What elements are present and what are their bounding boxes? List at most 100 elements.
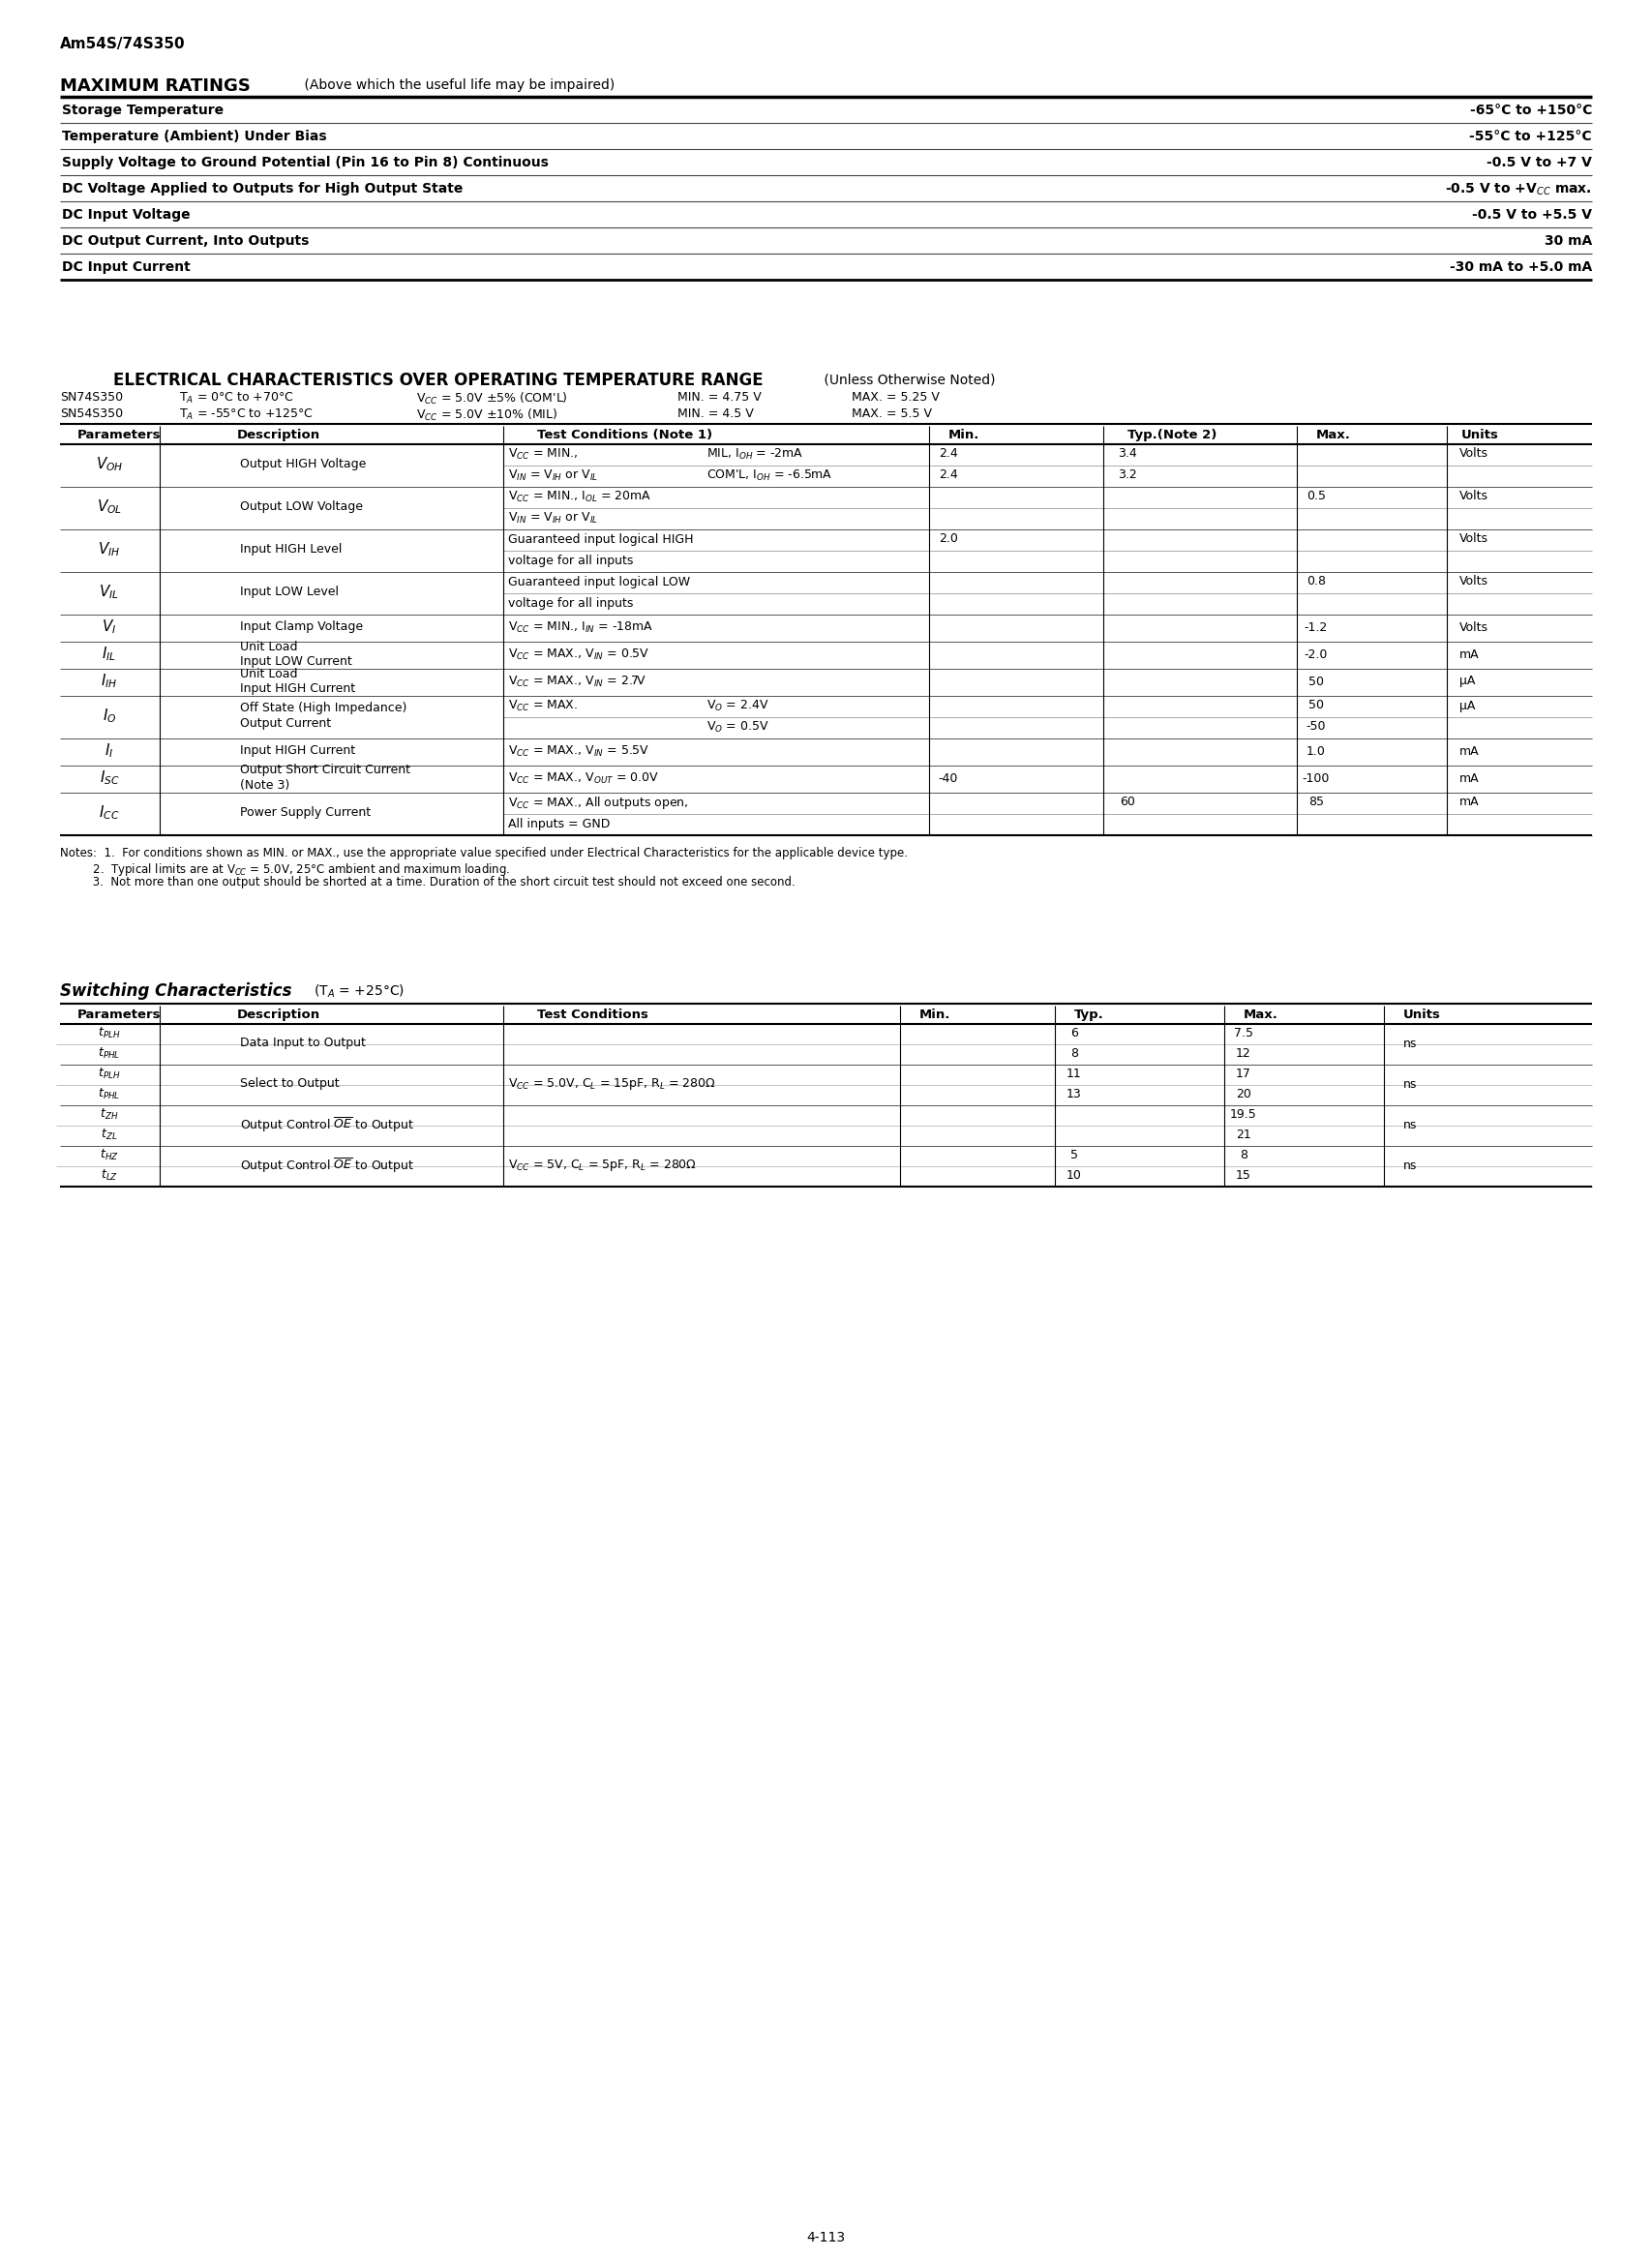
Text: Min.: Min. <box>948 429 980 440</box>
Text: Test Conditions (Note 1): Test Conditions (Note 1) <box>537 429 712 440</box>
Text: All inputs = GND: All inputs = GND <box>509 817 610 831</box>
Text: 3.4: 3.4 <box>1118 447 1137 461</box>
Text: 20: 20 <box>1236 1088 1251 1100</box>
Text: -2.0: -2.0 <box>1305 648 1328 662</box>
Text: 50: 50 <box>1308 675 1323 689</box>
Text: (Unless Otherwise Noted): (Unless Otherwise Noted) <box>819 373 996 386</box>
Text: -55°C to +125°C: -55°C to +125°C <box>1469 129 1593 142</box>
Text: V$_{IN}$ = V$_{IH}$ or V$_{IL}$: V$_{IN}$ = V$_{IH}$ or V$_{IL}$ <box>509 467 598 483</box>
Text: MAX. = 5.25 V: MAX. = 5.25 V <box>852 391 940 404</box>
Text: -30 mA to +5.0 mA: -30 mA to +5.0 mA <box>1449 260 1593 273</box>
Text: V$_{OH}$: V$_{OH}$ <box>96 456 124 474</box>
Text: I$_I$: I$_I$ <box>104 743 114 761</box>
Text: 50: 50 <box>1308 700 1323 711</box>
Text: 2.0: 2.0 <box>938 533 958 546</box>
Text: MIN. = 4.75 V: MIN. = 4.75 V <box>677 391 762 404</box>
Text: 3.2: 3.2 <box>1118 470 1137 481</box>
Text: Input LOW Current: Input LOW Current <box>240 655 352 668</box>
Text: 1.0: 1.0 <box>1307 745 1327 756</box>
Text: Output Control $\overline{OE}$ to Output: Output Control $\overline{OE}$ to Output <box>240 1115 415 1134</box>
Text: voltage for all inputs: voltage for all inputs <box>509 596 633 610</box>
Text: Max.: Max. <box>1317 429 1351 440</box>
Text: Output Short Circuit Current: Output Short Circuit Current <box>240 763 410 777</box>
Text: V$_{CC}$ = MAX.: V$_{CC}$ = MAX. <box>509 698 578 714</box>
Text: Volts: Volts <box>1459 576 1488 587</box>
Text: V$_{CC}$ = MAX., V$_{OUT}$ = 0.0V: V$_{CC}$ = MAX., V$_{OUT}$ = 0.0V <box>509 770 659 786</box>
Text: voltage for all inputs: voltage for all inputs <box>509 553 633 567</box>
Text: mA: mA <box>1459 797 1480 808</box>
Text: 2.4: 2.4 <box>938 470 958 481</box>
Text: Off State (High Impedance): Off State (High Impedance) <box>240 702 406 716</box>
Text: 4-113: 4-113 <box>806 2231 844 2244</box>
Text: (T$_A$ = +25°C): (T$_A$ = +25°C) <box>309 982 405 1000</box>
Text: 13: 13 <box>1067 1088 1082 1100</box>
Text: Volts: Volts <box>1459 533 1488 546</box>
Text: V$_{IN}$ = V$_{IH}$ or V$_{IL}$: V$_{IN}$ = V$_{IH}$ or V$_{IL}$ <box>509 510 598 526</box>
Text: t$_{PHL}$: t$_{PHL}$ <box>97 1086 121 1102</box>
Text: T$_A$ = 0°C to +70°C: T$_A$ = 0°C to +70°C <box>178 391 294 406</box>
Text: (Above which the useful life may be impaired): (Above which the useful life may be impa… <box>301 79 615 93</box>
Text: (Note 3): (Note 3) <box>240 779 289 793</box>
Text: V$_O$ = 2.4V: V$_O$ = 2.4V <box>707 698 770 714</box>
Text: MAX. = 5.5 V: MAX. = 5.5 V <box>852 406 932 420</box>
Text: V$_{OL}$: V$_{OL}$ <box>97 499 122 517</box>
Text: Units: Units <box>1462 429 1498 440</box>
Text: Parameters: Parameters <box>78 429 162 440</box>
Text: mA: mA <box>1459 745 1480 756</box>
Text: Parameters: Parameters <box>78 1009 162 1021</box>
Text: MIL, I$_{OH}$ = -2mA: MIL, I$_{OH}$ = -2mA <box>707 447 803 461</box>
Text: -0.5 V to +V$_{CC}$ max.: -0.5 V to +V$_{CC}$ max. <box>1446 183 1593 199</box>
Text: t$_{PLH}$: t$_{PLH}$ <box>97 1066 121 1082</box>
Text: t$_{LZ}$: t$_{LZ}$ <box>101 1167 117 1183</box>
Text: 19.5: 19.5 <box>1231 1109 1257 1120</box>
Text: Description: Description <box>238 429 320 440</box>
Text: t$_{ZH}$: t$_{ZH}$ <box>101 1106 119 1122</box>
Text: 15: 15 <box>1236 1170 1251 1181</box>
Text: 85: 85 <box>1308 797 1323 808</box>
Text: Output Current: Output Current <box>240 718 330 729</box>
Text: Guaranteed input logical LOW: Guaranteed input logical LOW <box>509 576 691 587</box>
Text: Switching Characteristics: Switching Characteristics <box>59 982 292 1000</box>
Text: V$_{IH}$: V$_{IH}$ <box>97 540 121 558</box>
Text: SN54S350: SN54S350 <box>59 406 122 420</box>
Text: -100: -100 <box>1302 772 1330 784</box>
Text: 0.5: 0.5 <box>1307 490 1327 504</box>
Text: 30 mA: 30 mA <box>1545 235 1593 248</box>
Text: V$_{CC}$ = MAX., V$_{IN}$ = 5.5V: V$_{CC}$ = MAX., V$_{IN}$ = 5.5V <box>509 743 649 759</box>
Text: DC Voltage Applied to Outputs for High Output State: DC Voltage Applied to Outputs for High O… <box>61 183 463 196</box>
Text: V$_{CC}$ = MAX., All outputs open,: V$_{CC}$ = MAX., All outputs open, <box>509 795 689 811</box>
Text: Max.: Max. <box>1244 1009 1279 1021</box>
Text: MAXIMUM RATINGS: MAXIMUM RATINGS <box>59 77 251 95</box>
Text: 2.  Typical limits are at V$_{CC}$ = 5.0V, 25°C ambient and maximum loading.: 2. Typical limits are at V$_{CC}$ = 5.0V… <box>59 860 510 878</box>
Text: ns: ns <box>1403 1118 1417 1131</box>
Text: ns: ns <box>1403 1036 1417 1050</box>
Text: V$_{CC}$ = 5.0V ±10% (MIL): V$_{CC}$ = 5.0V ±10% (MIL) <box>416 406 558 422</box>
Text: I$_O$: I$_O$ <box>102 707 116 725</box>
Text: Output HIGH Voltage: Output HIGH Voltage <box>240 458 367 472</box>
Text: V$_{CC}$ = MAX., V$_{IN}$ = 2.7V: V$_{CC}$ = MAX., V$_{IN}$ = 2.7V <box>509 675 646 689</box>
Text: 17: 17 <box>1236 1068 1251 1079</box>
Text: DC Input Voltage: DC Input Voltage <box>61 208 190 221</box>
Text: V$_{IL}$: V$_{IL}$ <box>99 583 119 601</box>
Text: Min.: Min. <box>920 1009 950 1021</box>
Text: 60: 60 <box>1120 797 1135 808</box>
Text: -0.5 V to +5.5 V: -0.5 V to +5.5 V <box>1472 208 1593 221</box>
Text: t$_{HZ}$: t$_{HZ}$ <box>99 1147 119 1163</box>
Text: 8: 8 <box>1070 1048 1079 1059</box>
Text: -65°C to +150°C: -65°C to +150°C <box>1470 104 1593 117</box>
Text: Volts: Volts <box>1459 621 1488 634</box>
Text: I$_{IH}$: I$_{IH}$ <box>101 673 117 691</box>
Text: -50: -50 <box>1307 720 1327 734</box>
Text: 5: 5 <box>1070 1149 1079 1161</box>
Text: mA: mA <box>1459 648 1480 662</box>
Text: DC Input Current: DC Input Current <box>61 260 190 273</box>
Text: 10: 10 <box>1067 1170 1082 1181</box>
Text: Input HIGH Current: Input HIGH Current <box>240 745 355 756</box>
Text: COM'L, I$_{OH}$ = -6.5mA: COM'L, I$_{OH}$ = -6.5mA <box>707 467 833 483</box>
Text: mA: mA <box>1459 772 1480 784</box>
Text: Power Supply Current: Power Supply Current <box>240 806 370 820</box>
Text: t$_{PLH}$: t$_{PLH}$ <box>97 1025 121 1041</box>
Text: V$_{CC}$ = MIN.,: V$_{CC}$ = MIN., <box>509 447 578 461</box>
Text: -0.5 V to +7 V: -0.5 V to +7 V <box>1487 156 1593 169</box>
Text: t$_{PHL}$: t$_{PHL}$ <box>97 1045 121 1061</box>
